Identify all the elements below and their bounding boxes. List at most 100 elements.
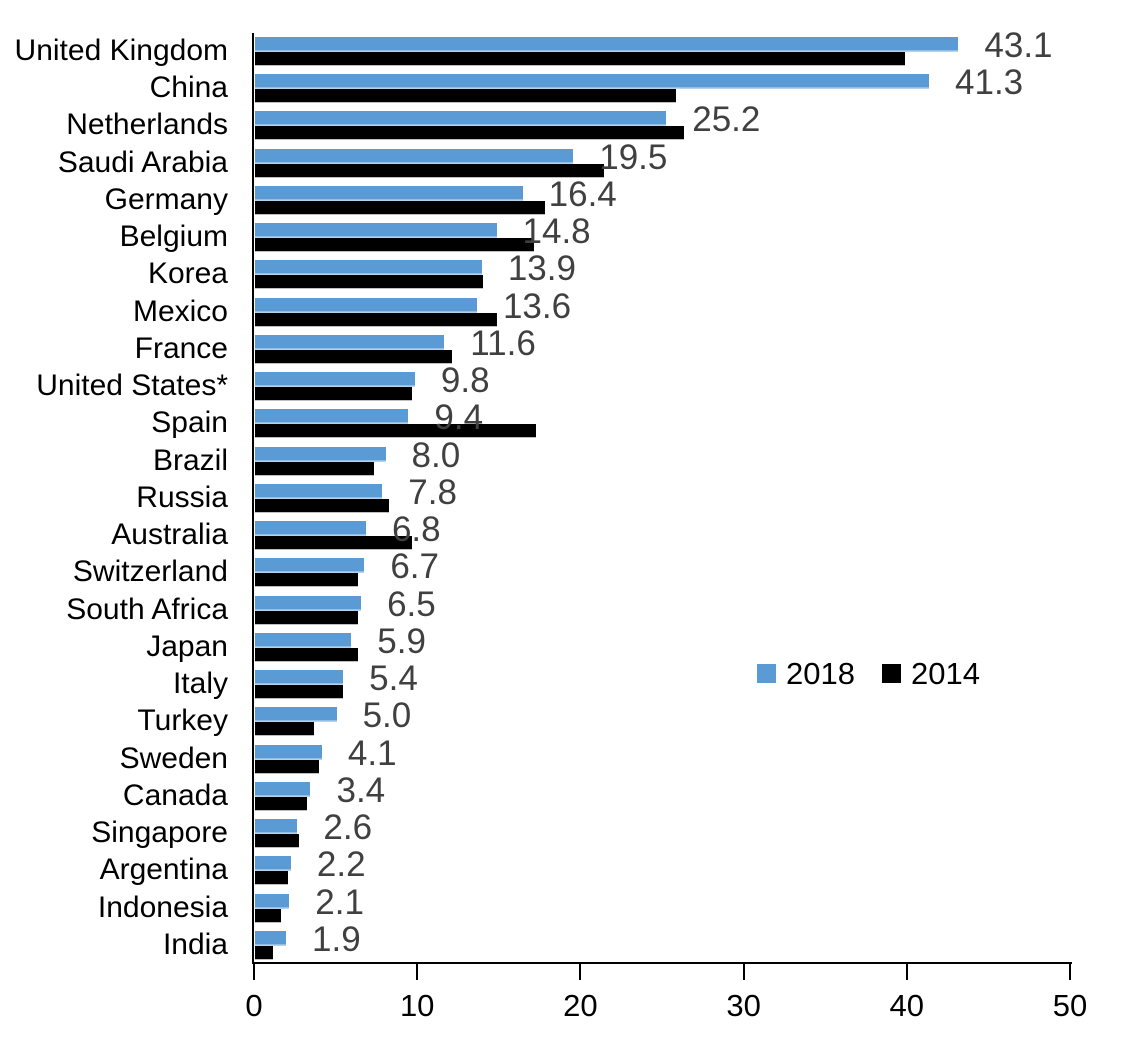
bar-2018-japan — [255, 632, 352, 647]
data-label-korea: 13.9 — [507, 249, 576, 289]
bar-2014-netherlands — [255, 126, 685, 140]
data-label-china: 41.3 — [955, 63, 1024, 103]
data-label-south-africa: 6.5 — [387, 584, 436, 624]
bar-2018-sweden — [255, 744, 322, 759]
bar-2018-korea — [255, 260, 482, 275]
x-tick-label-10: 10 — [399, 988, 435, 1023]
category-label-indonesia: Indonesia — [97, 890, 228, 924]
data-label-netherlands: 25.2 — [692, 100, 761, 140]
category-label-korea: Korea — [147, 257, 228, 291]
x-tick-30 — [742, 963, 745, 980]
bar-2014-turkey — [255, 722, 314, 736]
bar-2018-italy — [255, 670, 344, 685]
bar-2018-argentina — [255, 856, 291, 871]
bar-2014-south-africa — [255, 610, 358, 624]
bar-2014-spain — [255, 424, 536, 438]
bar-2014-belgium — [255, 238, 535, 252]
data-label-japan: 5.9 — [377, 621, 426, 661]
bar-2014-india — [255, 945, 273, 959]
legend-label-2018: 2018 — [786, 655, 855, 691]
data-label-turkey: 5.0 — [362, 696, 412, 736]
bar-2018-indonesia — [255, 893, 290, 908]
bar-2014-france — [255, 349, 453, 363]
x-tick-label-50: 50 — [1052, 988, 1088, 1023]
x-tick-label-30: 30 — [726, 988, 761, 1023]
data-label-switzerland: 6.7 — [390, 547, 439, 587]
bar-2014-italy — [255, 685, 344, 699]
category-label-australia: Australia — [111, 518, 228, 552]
legend-label-2014: 2014 — [910, 655, 980, 691]
category-label-russia: Russia — [136, 480, 228, 514]
data-label-spain: 9.4 — [434, 398, 484, 438]
bar-2014-singapore — [255, 834, 300, 848]
data-label-united-kingdom: 43.1 — [984, 26, 1053, 65]
bar-2014-sweden — [255, 759, 319, 773]
legend-swatch-2018 — [757, 664, 776, 683]
x-axis-line — [252, 962, 1072, 964]
category-label-china: China — [149, 71, 228, 105]
bar-2018-turkey — [255, 707, 337, 722]
category-label-brazil: Brazil — [152, 443, 228, 477]
bar-2014-korea — [255, 275, 484, 289]
data-label-italy: 5.4 — [369, 659, 418, 699]
bar-2014-australia — [255, 536, 412, 550]
data-label-singapore: 2.6 — [323, 808, 373, 848]
data-label-australia: 6.8 — [391, 510, 441, 550]
category-label-belgium: Belgium — [119, 220, 228, 254]
category-label-spain: Spain — [151, 406, 228, 440]
bar-2018-united-kingdom — [255, 37, 959, 51]
bar-2014-saudi-arabia — [255, 163, 605, 177]
bar-2014-japan — [255, 647, 358, 661]
data-label-united-states: 9.8 — [440, 361, 490, 401]
bar-2018-brazil — [255, 446, 386, 461]
bar-2014-germany — [255, 200, 546, 214]
bar-2014-mexico — [255, 312, 497, 326]
category-label-canada: Canada — [122, 778, 228, 812]
bar-2018-china — [255, 74, 930, 89]
bar-2014-brazil — [255, 461, 375, 475]
bar-2018-belgium — [255, 223, 497, 238]
category-label-united-states: United States* — [36, 369, 228, 403]
legend-swatch-2014 — [881, 664, 901, 683]
bar-2014-canada — [255, 796, 308, 810]
bar-2014-argentina — [255, 871, 288, 885]
category-label-netherlands: Netherlands — [66, 108, 228, 142]
x-tick-10 — [416, 963, 419, 980]
x-tick-label-40: 40 — [889, 988, 925, 1023]
bar-2014-united-states — [255, 387, 412, 401]
category-label-sweden: Sweden — [119, 741, 228, 775]
category-label-india: India — [162, 927, 228, 961]
category-label-japan: Japan — [146, 629, 228, 663]
category-label-united-kingdom: United Kingdom — [14, 34, 228, 67]
bar-2018-saudi-arabia — [255, 148, 574, 163]
bar-2018-australia — [255, 521, 366, 536]
x-tick-0 — [253, 963, 255, 980]
x-tick-40 — [905, 963, 908, 980]
bar-2014-switzerland — [255, 573, 358, 587]
bar-2018-russia — [255, 483, 383, 498]
y-axis-line — [252, 33, 254, 964]
bar-2018-united-states — [255, 372, 415, 387]
bar-2018-south-africa — [255, 595, 362, 610]
x-tick-50 — [1069, 963, 1071, 980]
x-tick-20 — [579, 963, 582, 980]
bar-2014-china — [255, 89, 677, 103]
data-label-mexico: 13.6 — [502, 286, 572, 326]
category-label-argentina: Argentina — [99, 853, 228, 887]
data-label-france: 11.6 — [470, 323, 536, 363]
data-label-saudi-arabia: 19.5 — [599, 137, 668, 177]
category-label-switzerland: Switzerland — [72, 555, 228, 589]
data-label-canada: 3.4 — [336, 770, 386, 810]
bar-2018-netherlands — [255, 111, 667, 126]
bar-2018-singapore — [255, 819, 298, 834]
category-label-south-africa: South Africa — [66, 592, 228, 626]
category-label-france: France — [134, 331, 228, 365]
bar-2018-mexico — [255, 297, 477, 312]
x-tick-label-20: 20 — [563, 988, 598, 1023]
bar-2014-russia — [255, 498, 389, 512]
data-label-brazil: 8.0 — [411, 435, 461, 475]
bar-2014-indonesia — [255, 908, 282, 922]
bar-2018-india — [255, 930, 286, 945]
legend: 2018 2014 — [757, 656, 1007, 691]
